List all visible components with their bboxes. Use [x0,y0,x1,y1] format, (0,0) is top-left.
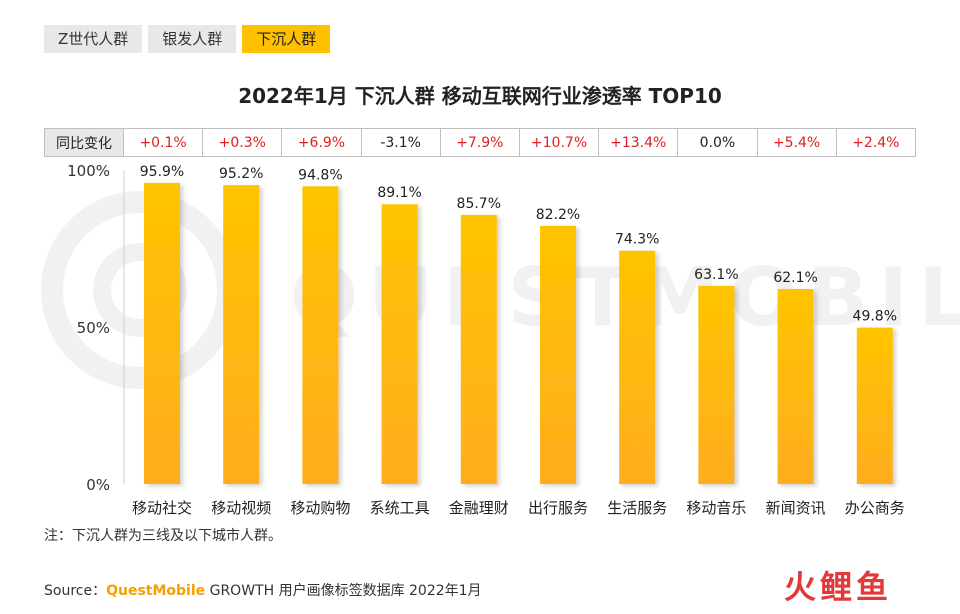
source-prefix: Source： [44,583,107,599]
data-label: 95.2% [219,166,263,182]
yoy-cell: -3.1% [360,128,441,157]
x-tick-label: 生活服务 [607,499,667,517]
source-rest: GROWTH 用户画像标签数据库 2022年1月 [205,583,482,599]
yoy-cell: +0.3% [202,128,283,157]
yoy-cell: 0.0% [677,128,758,157]
yoy-header: 同比变化 [44,128,124,157]
bar [144,182,180,484]
x-tick-label: 移动音乐 [686,499,746,517]
x-tick-label: 出行服务 [528,499,588,517]
segment-tabs: Z世代人群 银发人群 下沉人群 [44,25,331,53]
source-brand: QuestMobile [106,583,206,599]
tab-silver[interactable]: 银发人群 [148,25,237,53]
yoy-table: 同比变化 +0.1% +0.3% +6.9% -3.1% +7.9% +10.7… [44,128,917,157]
x-tick-label: 新闻资讯 [766,499,826,517]
footnote: 注：下沉人群为三线及以下城市人群。 [44,528,282,544]
y-tick-label: 100% [67,162,110,180]
bar [381,204,418,484]
x-tick-label: 移动社交 [132,499,192,517]
y-tick-label: 0% [86,476,110,494]
logo-text: 火鲤鱼 [784,568,892,606]
bar [302,186,339,484]
tab-gen-z[interactable]: Z世代人群 [44,25,143,53]
yoy-cell: +13.4% [598,128,679,157]
data-label: 63.1% [694,267,738,283]
y-tick-label: 50% [77,319,110,337]
x-tick-label: 移动视频 [211,499,271,517]
x-tick-label: 系统工具 [370,499,430,517]
bar [619,250,656,484]
yoy-cell: +2.4% [835,128,917,157]
yoy-cell: +6.9% [281,128,362,157]
data-label: 82.2% [536,207,580,223]
data-label: 95.9% [140,164,184,180]
x-tick-label: 移动购物 [290,499,350,517]
yoy-cell: +0.1% [122,128,204,157]
yoy-cell: +10.7% [518,128,600,157]
data-label: 62.1% [773,270,817,286]
x-tick-label: 办公商务 [845,499,905,517]
bar [777,289,814,484]
logo: 火鲤鱼 [784,568,892,606]
x-tick-label: 金融理财 [449,499,509,517]
bar [698,285,735,484]
source-line: Source：QuestMobile GROWTH 用户画像标签数据库 2022… [44,580,482,600]
data-label: 89.1% [377,185,421,201]
data-label: 74.3% [615,232,659,248]
bar [223,185,260,484]
bar [856,327,893,484]
watermark: QUESTMOBILE [41,191,960,389]
bar [460,214,497,485]
chart-title: 2022年1月 下沉人群 移动互联网行业渗透率 TOP10 [238,84,722,108]
data-label: 49.8% [853,309,897,325]
tab-lower-tier[interactable]: 下沉人群 [242,25,331,53]
data-label: 94.8% [298,167,342,183]
bar [540,225,576,484]
data-label: 85.7% [457,196,501,212]
